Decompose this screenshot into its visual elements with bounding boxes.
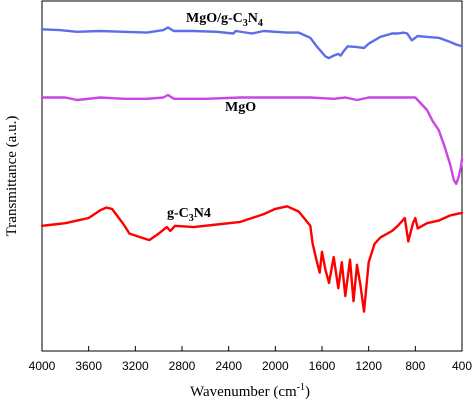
x-tick-label: 2000: [262, 359, 289, 373]
x-tick-label: 3600: [75, 359, 102, 373]
x-tick-label: 1200: [355, 359, 382, 373]
series-label-mgo: MgO: [225, 100, 256, 115]
series-lines: [40, 26, 464, 313]
plot-frame: [41, 0, 463, 352]
series-line-2: [40, 205, 464, 313]
x-tick-label: 3200: [122, 359, 149, 373]
series-line-0: [40, 26, 464, 60]
y-axis-title: Transmittance (a.u.): [4, 116, 20, 237]
x-tick-label: 1600: [309, 359, 336, 373]
x-axis-ticks: 4000 3600 3200 2800 2400 2000 1600 1200 800 400: [29, 346, 472, 373]
series-line-1: [40, 93, 464, 186]
series-label-gcn: g-C3N4: [167, 206, 211, 224]
x-axis-title: Wavenumber (cm-1): [190, 382, 310, 400]
series-label-mgo-gcn: MgO/g-C3N4: [186, 11, 263, 29]
x-tick-label: 2800: [169, 359, 196, 373]
x-tick-label: 400: [452, 359, 472, 373]
x-tick-label: 4000: [29, 359, 56, 373]
x-tick-label: 2400: [215, 359, 242, 373]
x-tick-label: 800: [405, 359, 425, 373]
